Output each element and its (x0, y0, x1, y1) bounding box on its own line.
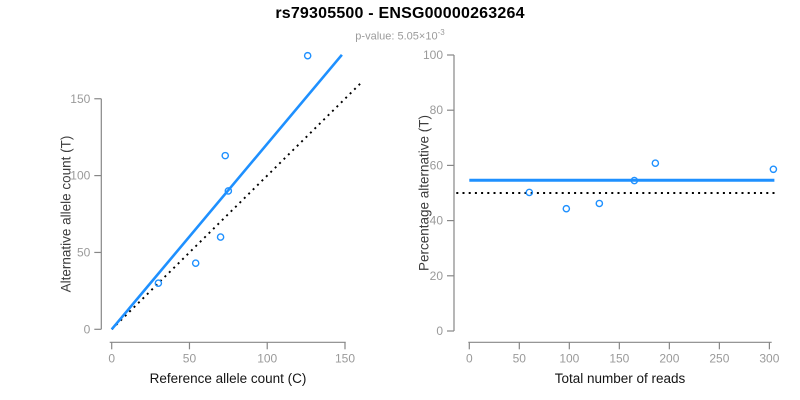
data-point (562, 204, 571, 213)
fit-line (110, 53, 343, 331)
pvalue-exponent: -3 (437, 28, 445, 37)
data-point (769, 165, 778, 174)
x-tick-label: 250 (709, 351, 729, 365)
identity-line (111, 82, 362, 330)
data-point (525, 188, 534, 197)
x-tick-label: 0 (108, 351, 115, 365)
data-point (221, 151, 230, 160)
x-tick-label: 100 (559, 351, 579, 365)
right-yaxis-title: Percentage alternative (T) (416, 114, 432, 272)
y-tick-label: 40 (430, 214, 444, 228)
x-tick-label: 50 (513, 351, 527, 365)
y-tick-label: 150 (70, 92, 90, 106)
page-title: rs79305500 - ENSG00000263264 (275, 5, 525, 22)
left-panel: 0 50 100 150 0 50 100 150 (70, 51, 362, 365)
data-point (651, 159, 660, 167)
y-tick-label: 0 (84, 322, 91, 336)
y-tick-label: 60 (430, 158, 444, 172)
data-point (224, 187, 233, 195)
left-yaxis-title: Alternative allele count (T) (58, 135, 74, 293)
y-tick-label: 80 (430, 103, 444, 117)
x-tick-label: 0 (466, 351, 473, 365)
x-tick-label: 150 (609, 351, 629, 365)
data-point (303, 51, 312, 60)
x-tick-label: 300 (759, 351, 779, 365)
x-tick-label: 100 (257, 351, 277, 365)
data-point (216, 233, 225, 241)
right-xaxis-title: Total number of reads (554, 371, 686, 386)
data-point (154, 279, 163, 287)
data-point (630, 176, 639, 185)
y-tick-label: 100 (423, 48, 443, 62)
x-tick-label: 150 (335, 351, 355, 365)
pvalue-subtitle: p-value: 5.05×10-3 (0, 28, 800, 43)
data-point (595, 199, 604, 208)
x-tick-label: 50 (183, 351, 197, 365)
x-tick-label: 200 (659, 351, 679, 365)
left-xaxis-title: Reference allele count (C) (149, 371, 307, 386)
y-tick-label: 50 (77, 245, 91, 259)
right-panel: 0 20 40 60 80 100 0 50 100 150 200 250 300 (423, 48, 780, 365)
y-tick-label: 100 (70, 169, 90, 183)
data-point (191, 259, 200, 268)
y-tick-label: 0 (436, 324, 443, 338)
y-tick-label: 20 (430, 269, 444, 283)
pvalue-text: p-value: 5.05×10 (355, 30, 438, 43)
